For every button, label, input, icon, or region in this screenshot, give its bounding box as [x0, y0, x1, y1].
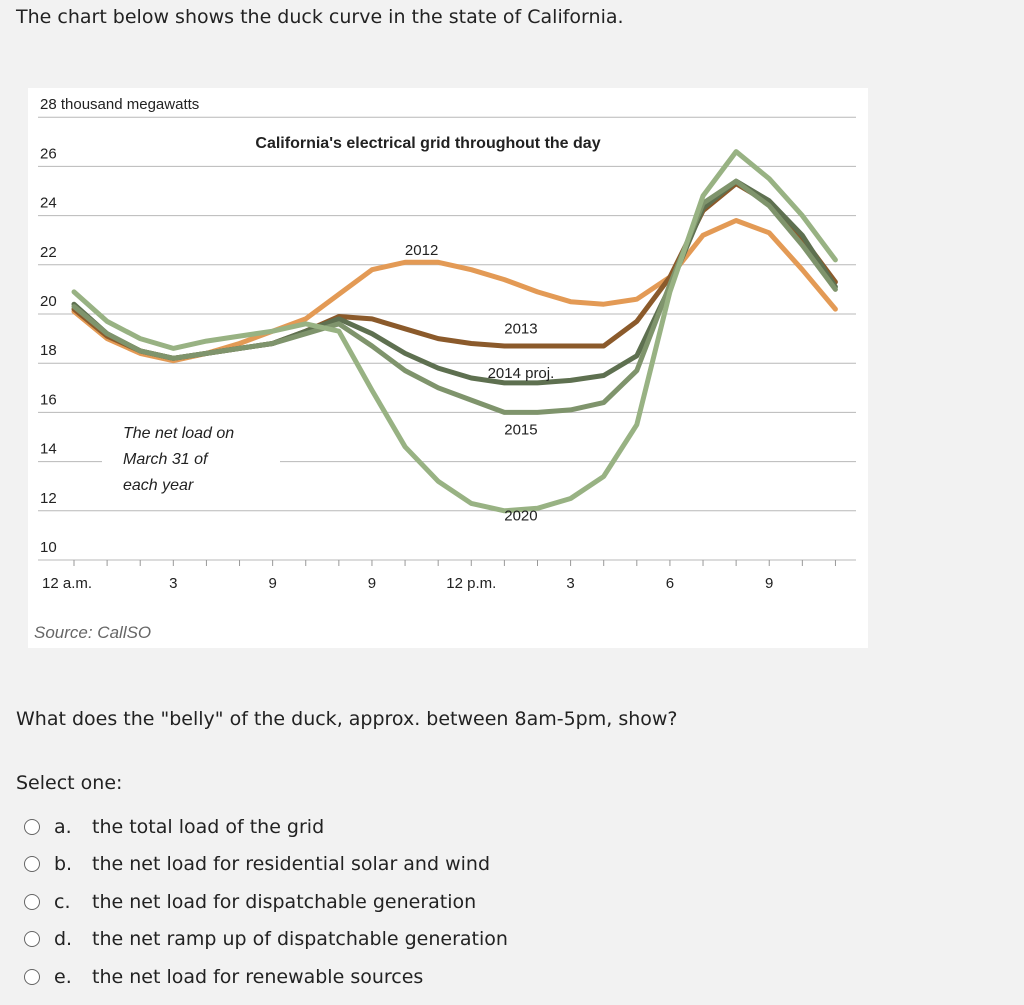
series-label: 2015 — [504, 422, 537, 439]
series-line-2020 — [71, 149, 838, 514]
radio-button[interactable] — [24, 968, 40, 985]
option-label: the net load for residential solar and w… — [92, 853, 490, 876]
source-text: Source: CallSO — [34, 623, 151, 642]
x-tick-label: 12 a.m. — [42, 575, 92, 592]
annotation-text: March 31 of — [123, 451, 209, 468]
series-label: 2013 — [504, 321, 537, 338]
series-line-2013 — [71, 181, 838, 361]
radio-button[interactable] — [24, 931, 40, 948]
radio-button[interactable] — [24, 818, 40, 835]
option-b[interactable]: b. the net load for residential solar an… — [24, 846, 508, 884]
y-tick-label: 24 — [40, 195, 57, 212]
chart-card: 28 thousand megawatts 10 12 14 16 18 20 22 24 26 1… — [28, 88, 868, 648]
intro-text: The chart below shows the duck curve in … — [16, 6, 624, 28]
radio-button[interactable] — [24, 893, 40, 910]
question-text: What does the "belly" of the duck, appro… — [16, 708, 678, 730]
x-tick-label: 9 — [368, 575, 376, 592]
option-a[interactable]: a. the total load of the grid — [24, 808, 508, 846]
y-tick-label: 20 — [40, 293, 57, 310]
series-line-2014-proj- — [71, 178, 838, 386]
series-line-2015 — [71, 178, 838, 415]
option-c[interactable]: c. the net load for dispatchable generat… — [24, 883, 508, 921]
y-tick-label: 26 — [40, 145, 57, 162]
select-one-label: Select one: — [16, 772, 123, 794]
option-label: the net load for renewable sources — [92, 965, 424, 988]
option-d[interactable]: d. the net ramp up of dispatchable gener… — [24, 921, 508, 959]
series-label: 2014 proj. — [488, 365, 555, 382]
x-tick-label: 12 p.m. — [446, 575, 496, 592]
option-letter: c. — [54, 890, 71, 913]
chart-title: California's electrical grid throughout … — [255, 135, 600, 152]
option-letter: e. — [54, 965, 72, 988]
unit-label: 28 thousand megawatts — [40, 96, 199, 113]
annotation-text: The net load on — [123, 425, 234, 442]
annotation-text: each year — [123, 477, 194, 494]
y-tick-label: 10 — [40, 539, 57, 556]
x-tick-label: 3 — [169, 575, 177, 592]
option-letter: b. — [54, 853, 73, 876]
y-tick-label: 14 — [40, 441, 57, 458]
option-label: the total load of the grid — [92, 815, 325, 838]
option-letter: a. — [54, 815, 72, 838]
option-letter: d. — [54, 928, 73, 951]
series-label: 2020 — [504, 508, 537, 525]
y-tick-label: 16 — [40, 391, 57, 408]
x-tick-label: 3 — [566, 575, 574, 592]
x-tick-label: 6 — [666, 575, 674, 592]
x-tick-label: 9 — [268, 575, 276, 592]
option-label: the net load for dispatchable generation — [92, 890, 477, 913]
y-tick-label: 18 — [40, 342, 57, 359]
answer-options: a. the total load of the grid b. the net… — [24, 808, 508, 996]
radio-button[interactable] — [24, 856, 40, 873]
y-tick-label: 12 — [40, 490, 57, 507]
duck-curve-chart: 28 thousand megawatts 10 12 14 16 18 20 22 24 26 1… — [34, 96, 856, 642]
series-label: 2012 — [405, 242, 438, 259]
annotation-backdrop — [102, 459, 280, 464]
x-tick-label: 9 — [765, 575, 773, 592]
option-label: the net ramp up of dispatchable generati… — [92, 928, 508, 951]
option-e[interactable]: e. the net load for renewable sources — [24, 958, 508, 996]
y-tick-label: 22 — [40, 244, 57, 261]
